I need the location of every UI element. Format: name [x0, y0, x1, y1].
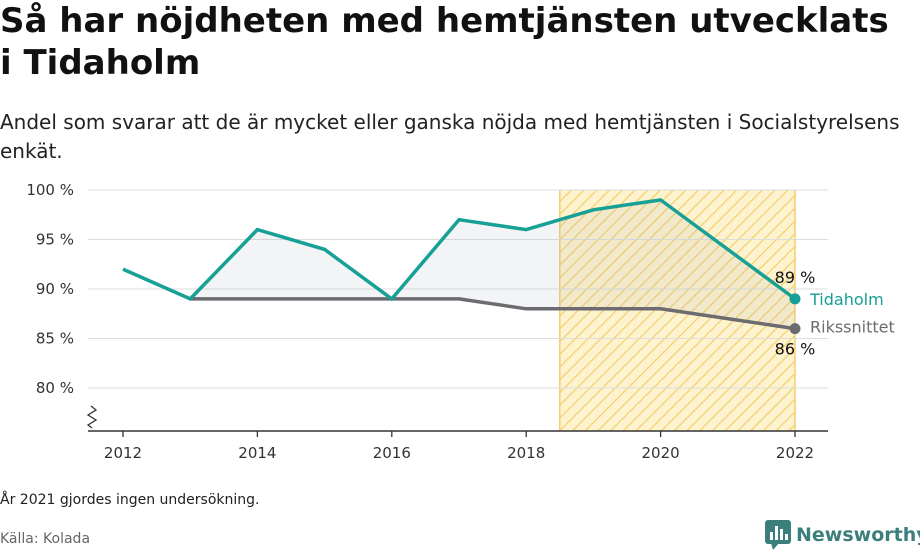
- x-tick-label: 2014: [238, 444, 276, 462]
- series-line-tidaholm: [122, 198, 797, 302]
- source-credit: Källa: Kolada: [0, 531, 91, 547]
- axis-break-mark: [86, 405, 98, 429]
- series-endpoint-rikssnittet: [789, 323, 801, 335]
- series-endpoint-tidaholm: [789, 293, 801, 305]
- series-name-rikssnittet: Rikssnittet: [810, 318, 895, 337]
- series-name-tidaholm: Tidaholm: [809, 290, 884, 309]
- footnote: År 2021 gjordes ingen undersökning.: [0, 492, 260, 508]
- y-tick-label: 80 %: [36, 379, 74, 397]
- x-tick-label: 2012: [104, 444, 142, 462]
- x-tick-label: 2018: [507, 444, 545, 462]
- brand-name: Newsworthy: [796, 524, 920, 546]
- difference-area: [123, 199, 795, 329]
- line-chart: 80 % 85 % 90 % 95 % 100 % 2012 2014 2016 2018 20…: [26, 181, 895, 462]
- y-tick-label: 95 %: [36, 231, 74, 249]
- x-tick-label: 2020: [642, 444, 680, 462]
- chart-title: Så har nöjdheten med hemtjänsten utveckl…: [0, 1, 889, 83]
- data-label-tidaholm-2022: 89 %: [775, 268, 816, 287]
- x-tick-label: 2016: [373, 444, 411, 462]
- y-tick-label: 85 %: [36, 330, 74, 348]
- brand-logo: Newsworthy: [765, 520, 920, 550]
- chart-subtitle: Andel som svarar att de är mycket eller …: [0, 110, 900, 163]
- y-tick-label: 90 %: [36, 280, 74, 298]
- y-tick-label: 100 %: [26, 181, 74, 199]
- bar-chart-speech-bubble-icon: [765, 520, 791, 550]
- series-line-rikssnittet: [190, 297, 796, 331]
- x-tick-label: 2022: [776, 444, 814, 462]
- data-label-rikssnittet-2022: 86 %: [775, 340, 816, 359]
